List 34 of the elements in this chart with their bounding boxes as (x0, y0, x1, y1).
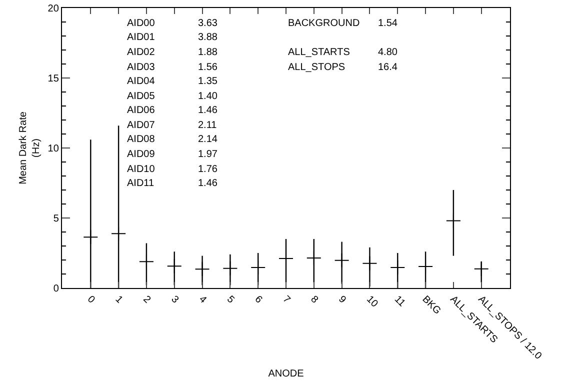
text: AID03 1.56 (127, 62, 218, 73)
y-tick-label: 15 (48, 74, 60, 84)
x-tick-label: 0 (84, 294, 98, 306)
text: AID09 1.97 (127, 149, 218, 160)
text: AID06 1.46 (127, 105, 218, 116)
text: AID08 2.14 (127, 134, 218, 145)
x-tick-label: 7 (280, 294, 292, 306)
text: BACKGROUND 1.54 (288, 18, 398, 29)
y-tick-label: 5 (53, 214, 60, 224)
x-tick-label: 8 (308, 294, 320, 306)
y-tick-label: 10 (48, 144, 60, 154)
x-tick-label: 1 (112, 294, 125, 306)
y-tick-label: 0 (53, 284, 60, 294)
text: AID04 1.35 (127, 76, 218, 87)
text: AID07 2.11 (127, 120, 217, 131)
text: AID00 3.63 (127, 18, 218, 29)
x-tick-label: 9 (336, 294, 348, 306)
y-axis-title: Mean Dark Rate (Hz) (18, 111, 42, 184)
x-tick-label: 2 (140, 294, 153, 306)
text: AID11 1.46 (127, 178, 218, 189)
text: ALL_STARTS 4.80 (288, 47, 398, 58)
x-tick-label: 11 (392, 294, 408, 310)
x-tick-label: 3 (168, 294, 181, 306)
x-axis-title: ANODE (268, 368, 304, 380)
y-tick-label: 20 (48, 4, 60, 14)
x-tick-label: 6 (252, 294, 264, 306)
text: AID02 1.88 (127, 47, 218, 58)
x-tick-label: 4 (196, 294, 209, 306)
text: AID10 1.76 (127, 164, 218, 175)
x-tick-label: 5 (224, 294, 237, 306)
text: AID05 1.40 (127, 91, 218, 102)
x-tick-label: 10 (364, 294, 380, 310)
text: ALL_STOPS 16.4 (288, 62, 398, 73)
text: AID01 3.88 (127, 32, 218, 43)
